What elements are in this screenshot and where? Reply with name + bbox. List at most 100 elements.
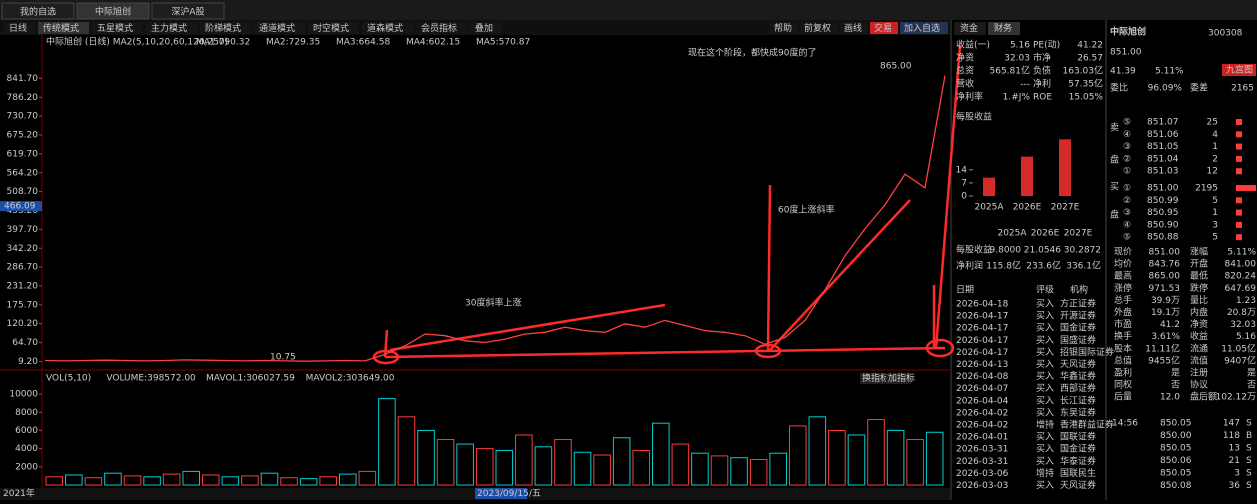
- finance-tab-label: 资金: [960, 22, 978, 34]
- price-change-pct: 5.11%: [1155, 67, 1184, 77]
- depth-bar: [1236, 209, 1242, 216]
- tool-button[interactable]: [770, 22, 798, 34]
- tab[interactable]: [76, 2, 150, 20]
- y-tick-label: 0: [961, 192, 967, 202]
- rating-org: 华泰证券: [1060, 455, 1096, 467]
- tab[interactable]: [1, 2, 75, 20]
- circle-mark: [925, 338, 955, 358]
- grid-button[interactable]: [1222, 64, 1256, 76]
- tool-label: 帮助: [774, 22, 792, 34]
- stat-value: 19.1万: [1151, 308, 1180, 318]
- ma-label: MA5:570.87: [476, 38, 530, 48]
- level: ④: [1123, 220, 1131, 230]
- rating-date: 2026-04-13: [956, 360, 1008, 370]
- field-label: 收益(一): [956, 39, 990, 51]
- tool-button[interactable]: [362, 22, 413, 34]
- rating: 买入: [1036, 335, 1054, 346]
- tool-label: 阶梯模式: [205, 22, 241, 34]
- volume-bar: [554, 439, 572, 486]
- rating-date: 2026-03-06: [956, 469, 1009, 479]
- finance-tab-label: 财务: [994, 22, 1012, 34]
- ma-label: MA1:790.32: [196, 38, 250, 48]
- volume-bar: [104, 472, 122, 486]
- volume-bar: [886, 429, 905, 486]
- rating-org: 天风证券: [1060, 358, 1096, 370]
- volume-bar: [769, 452, 787, 486]
- y-tick-label: 4000: [15, 444, 38, 454]
- volume-bar: [221, 476, 240, 486]
- tool-button[interactable]: [416, 22, 467, 34]
- volume-bar: [45, 476, 64, 486]
- rating-date: 2026-04-01: [956, 433, 1008, 443]
- tool-button[interactable]: [870, 22, 898, 34]
- y-tick-label: 64.70: [12, 338, 38, 348]
- level: ④: [1123, 130, 1131, 140]
- rating: 买入: [1036, 323, 1054, 334]
- indicator-button-label: 加指标: [888, 372, 915, 384]
- y-tick-label: 6000: [15, 426, 38, 436]
- tool-button[interactable]: [900, 22, 948, 34]
- tick-price: 850.00: [1160, 431, 1192, 441]
- rating-org: 西部证券: [1060, 382, 1096, 394]
- y-tick-label: 14: [956, 165, 968, 175]
- tool-button[interactable]: [254, 22, 305, 34]
- tool-button[interactable]: [38, 22, 89, 34]
- tool-label: 叠加: [475, 23, 493, 34]
- rating-date: 2026-04-02: [956, 408, 1008, 418]
- y-tick-label: 8000: [15, 408, 38, 418]
- stat-value: 647.69: [1225, 284, 1257, 294]
- tab-label: 深沪A股: [171, 6, 204, 18]
- stock-name: 中际旭创: [1110, 26, 1146, 38]
- rating-date: 2026-03-31: [956, 457, 1008, 467]
- y-tick-label: 2000: [15, 462, 38, 472]
- y-tick-label: 7: [961, 178, 967, 188]
- stat-label: 收益: [1190, 330, 1208, 342]
- rating-org: 开源证券: [1060, 310, 1096, 322]
- stat-label: 涨幅: [1190, 246, 1208, 258]
- tool-button[interactable]: [146, 22, 197, 34]
- tick-volume: 147: [1223, 419, 1240, 429]
- rating-org: 华鑫证券: [1060, 370, 1096, 382]
- rating-org: 长江证券: [1060, 394, 1096, 406]
- column-header: 2026E: [1031, 229, 1060, 239]
- stat-label: 注册: [1190, 367, 1208, 379]
- depth-bar: [1236, 185, 1256, 191]
- side-label: 买: [1110, 182, 1119, 193]
- x-tick-label: 2025A: [974, 203, 1004, 213]
- rating-org: 方正证券: [1060, 298, 1096, 310]
- tool-button[interactable]: [200, 22, 251, 34]
- depth-bar: [1236, 234, 1242, 241]
- tick-side: B: [1246, 431, 1252, 441]
- tick-side: S: [1246, 456, 1252, 466]
- book-volume: 1: [1212, 208, 1218, 218]
- rating-org: 国联证券: [1060, 431, 1096, 443]
- arrow-line: [769, 199, 911, 351]
- rating: 买入: [1036, 371, 1054, 382]
- book-price: 850.95: [1147, 208, 1179, 218]
- tab[interactable]: [151, 2, 225, 20]
- tool-button[interactable]: [840, 22, 868, 34]
- finance-tab[interactable]: [988, 22, 1020, 35]
- rating: 买入: [1036, 311, 1054, 322]
- tick-price: 850.06: [1160, 456, 1192, 466]
- column-header: 2025A: [997, 229, 1027, 239]
- tool-button[interactable]: [92, 22, 143, 34]
- volume-bar: [534, 446, 553, 486]
- finance-tab[interactable]: [954, 22, 986, 35]
- volume-bar: [925, 431, 944, 486]
- depth-bar: [1236, 197, 1242, 204]
- tool-button[interactable]: [800, 22, 838, 34]
- tool-button[interactable]: [4, 22, 35, 34]
- field-value: 41.22: [1077, 41, 1103, 51]
- volume-bar: [573, 451, 592, 486]
- indicator-button[interactable]: [886, 373, 911, 384]
- rating: 买入: [1036, 383, 1054, 394]
- rating-date: 2026-04-17: [956, 324, 1008, 334]
- tool-button[interactable]: [308, 22, 359, 34]
- depth-bar: [1236, 119, 1242, 125]
- indicator-button[interactable]: [860, 373, 885, 384]
- volume-bar: [319, 476, 337, 486]
- stat-value: 971.53: [1149, 284, 1181, 294]
- annotation-arrows: [372, 44, 962, 365]
- tool-button[interactable]: [470, 22, 501, 34]
